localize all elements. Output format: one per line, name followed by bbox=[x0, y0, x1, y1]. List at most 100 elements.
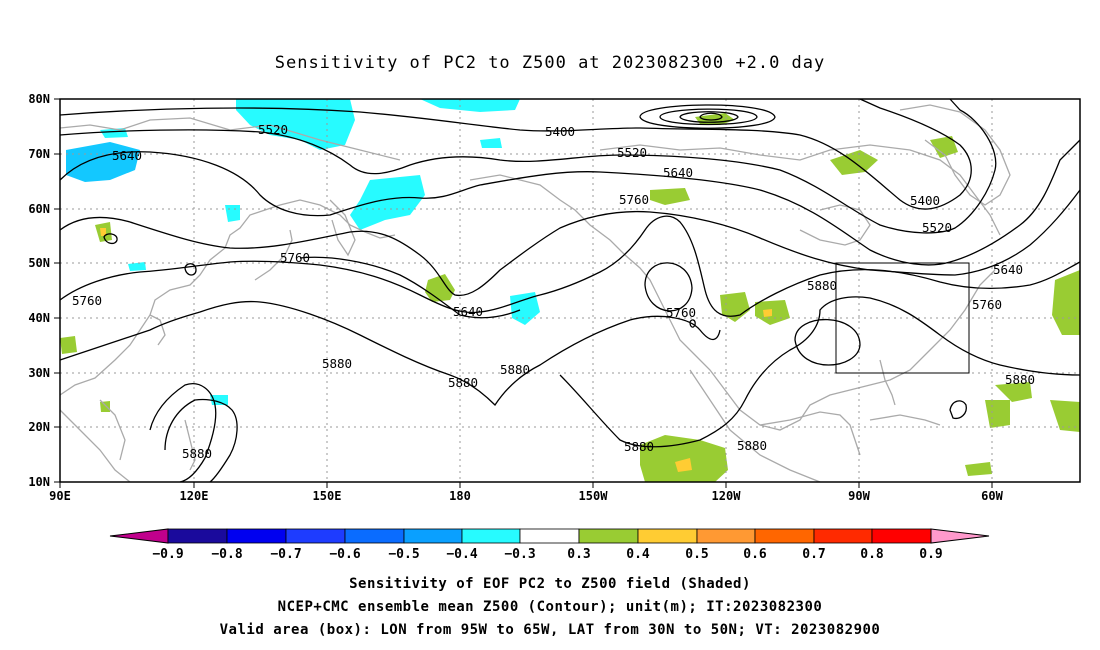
contour-vortex-4 bbox=[699, 112, 723, 121]
contour-label: 5640 bbox=[112, 148, 142, 163]
colorbar-label: 0.9 bbox=[919, 547, 942, 562]
contour-label: 5640 bbox=[453, 304, 483, 319]
positive-shade-greenland-east bbox=[930, 136, 958, 158]
positive-shade-japan-core bbox=[100, 228, 106, 236]
footer-line-1: Sensitivity of EOF PC2 to Z500 field (Sh… bbox=[349, 576, 751, 592]
colorbar-swatch bbox=[167, 528, 228, 544]
coastline-greenland bbox=[899, 104, 1011, 206]
negative-shade-small-1 bbox=[128, 262, 146, 271]
colorbar-swatch bbox=[403, 528, 463, 544]
negative-shade-bering bbox=[350, 175, 425, 230]
contour-small-low-japan bbox=[184, 263, 197, 276]
contour-label: 5880 bbox=[1005, 372, 1035, 387]
contour-label: 5880 bbox=[448, 375, 478, 390]
valid-area-box bbox=[835, 262, 970, 374]
contour-vortex-3 bbox=[679, 111, 739, 123]
contour-5880-west-pacific-2 bbox=[164, 398, 238, 483]
coastline-canada-arctic bbox=[599, 144, 1001, 236]
map-background bbox=[60, 99, 1080, 482]
coastline-hudson bbox=[799, 204, 871, 246]
contour-labels: 5520 5640 5400 5520 5640 5760 5400 5520 … bbox=[72, 122, 1035, 461]
colorbar-swatch bbox=[871, 528, 932, 544]
lon-label: 150E bbox=[313, 489, 342, 503]
negative-shade-gulf-alaska bbox=[510, 292, 540, 325]
z500-contours bbox=[59, 98, 1081, 483]
contour-5880-south bbox=[559, 296, 1081, 448]
positive-shade-mexico-core bbox=[675, 458, 692, 472]
coastline-alaska bbox=[469, 174, 996, 431]
positive-shade-canada bbox=[650, 188, 690, 205]
negative-shade-north-pacific bbox=[236, 99, 355, 150]
colorbar-label: 0.5 bbox=[685, 547, 708, 562]
colorbar-label: −0.9 bbox=[152, 547, 183, 562]
coastline-florida bbox=[879, 359, 896, 406]
positive-shade-west-us bbox=[720, 292, 750, 322]
contour-5880-west-pacific bbox=[149, 383, 217, 483]
contour-label: 5520 bbox=[617, 145, 647, 160]
contour-label: 5880 bbox=[807, 278, 837, 293]
colorbar-label: −0.4 bbox=[446, 547, 477, 562]
colorbar-swatch bbox=[285, 528, 346, 544]
colorbar-label: −0.3 bbox=[504, 547, 535, 562]
negative-shade-siberia bbox=[66, 142, 140, 182]
contour-label: 5760 bbox=[666, 305, 696, 320]
colorbar-label: −0.7 bbox=[270, 547, 301, 562]
contour-label: 5400 bbox=[910, 193, 940, 208]
contour-label: 5520 bbox=[922, 220, 952, 235]
contour-label: 5880 bbox=[182, 446, 212, 461]
positive-shade-atlantic-mid bbox=[985, 400, 1010, 428]
contour-small-west-us bbox=[689, 319, 696, 328]
colorbar-label: 0.4 bbox=[626, 547, 650, 562]
contour-small-low-china bbox=[103, 233, 118, 245]
colorbar-high-end bbox=[930, 528, 990, 544]
lat-label: 60N bbox=[28, 202, 50, 216]
lat-label: 70N bbox=[28, 147, 50, 161]
coastline-philippines bbox=[184, 419, 196, 471]
positive-shade-india bbox=[100, 401, 110, 412]
colorbar-label: 0.7 bbox=[802, 547, 825, 562]
contour-label: 5760 bbox=[72, 293, 102, 308]
contour-label: 5760 bbox=[972, 297, 1002, 312]
colorbar-swatch bbox=[696, 528, 756, 544]
contour-5880-main bbox=[59, 300, 721, 407]
contour-5520-north bbox=[59, 98, 997, 234]
map-frame bbox=[59, 98, 1081, 483]
lat-label: 20N bbox=[28, 420, 50, 434]
footer-line-3: Valid area (box): LON from 95W to 65W, L… bbox=[220, 622, 881, 638]
contour-label: 5880 bbox=[322, 356, 352, 371]
colorbar-label: 0.6 bbox=[743, 547, 767, 562]
contour-label: 5880 bbox=[500, 362, 530, 377]
colorbar-swatch bbox=[226, 528, 287, 544]
lon-label: 90W bbox=[848, 489, 870, 503]
lon-label: 120E bbox=[180, 489, 209, 503]
colorbar-swatch bbox=[637, 528, 698, 544]
contour-5880-box-cell bbox=[794, 318, 861, 366]
coastline-cuba bbox=[869, 414, 941, 426]
contour-5640-north bbox=[59, 139, 1081, 266]
coastline-mexico-pacific bbox=[689, 369, 821, 483]
coastline-gulf bbox=[759, 411, 861, 456]
colorbar-low-end bbox=[109, 528, 169, 544]
contour-label: 5880 bbox=[624, 439, 654, 454]
colorbar-swatch bbox=[578, 528, 639, 544]
negative-shade-siberia-north bbox=[100, 128, 128, 138]
footer-line-2: NCEP+CMC ensemble mean Z500 (Contour); u… bbox=[278, 599, 823, 615]
contour-label: 5400 bbox=[545, 124, 575, 139]
negative-shade-small-3 bbox=[480, 138, 502, 148]
colorbar-label: −0.8 bbox=[211, 547, 242, 562]
longitude-labels: 90E 120E 150E 180 150W 120W 90W 60W bbox=[49, 489, 1003, 503]
positive-shade-central-us-core bbox=[763, 309, 772, 317]
colorbar-label: 0.3 bbox=[567, 547, 590, 562]
colorbar: −0.9 −0.8 −0.7 −0.6 −0.5 −0.4 −0.3 0.3 0… bbox=[109, 528, 990, 562]
lat-label: 80N bbox=[28, 92, 50, 106]
axis-ticks bbox=[54, 98, 993, 488]
coastline-japan bbox=[254, 229, 293, 281]
colorbar-swatch bbox=[813, 528, 873, 544]
positive-shade-caribbean bbox=[995, 382, 1032, 402]
figure-title: Sensitivity of PC2 to Z500 at 2023082300… bbox=[275, 53, 826, 73]
coastline-siberia-north bbox=[59, 117, 401, 161]
coastline-south-asia bbox=[59, 409, 131, 483]
latitude-labels: 80N 70N 60N 50N 40N 30N 20N 10N bbox=[28, 92, 50, 489]
positive-shade-china-coast bbox=[60, 336, 77, 354]
